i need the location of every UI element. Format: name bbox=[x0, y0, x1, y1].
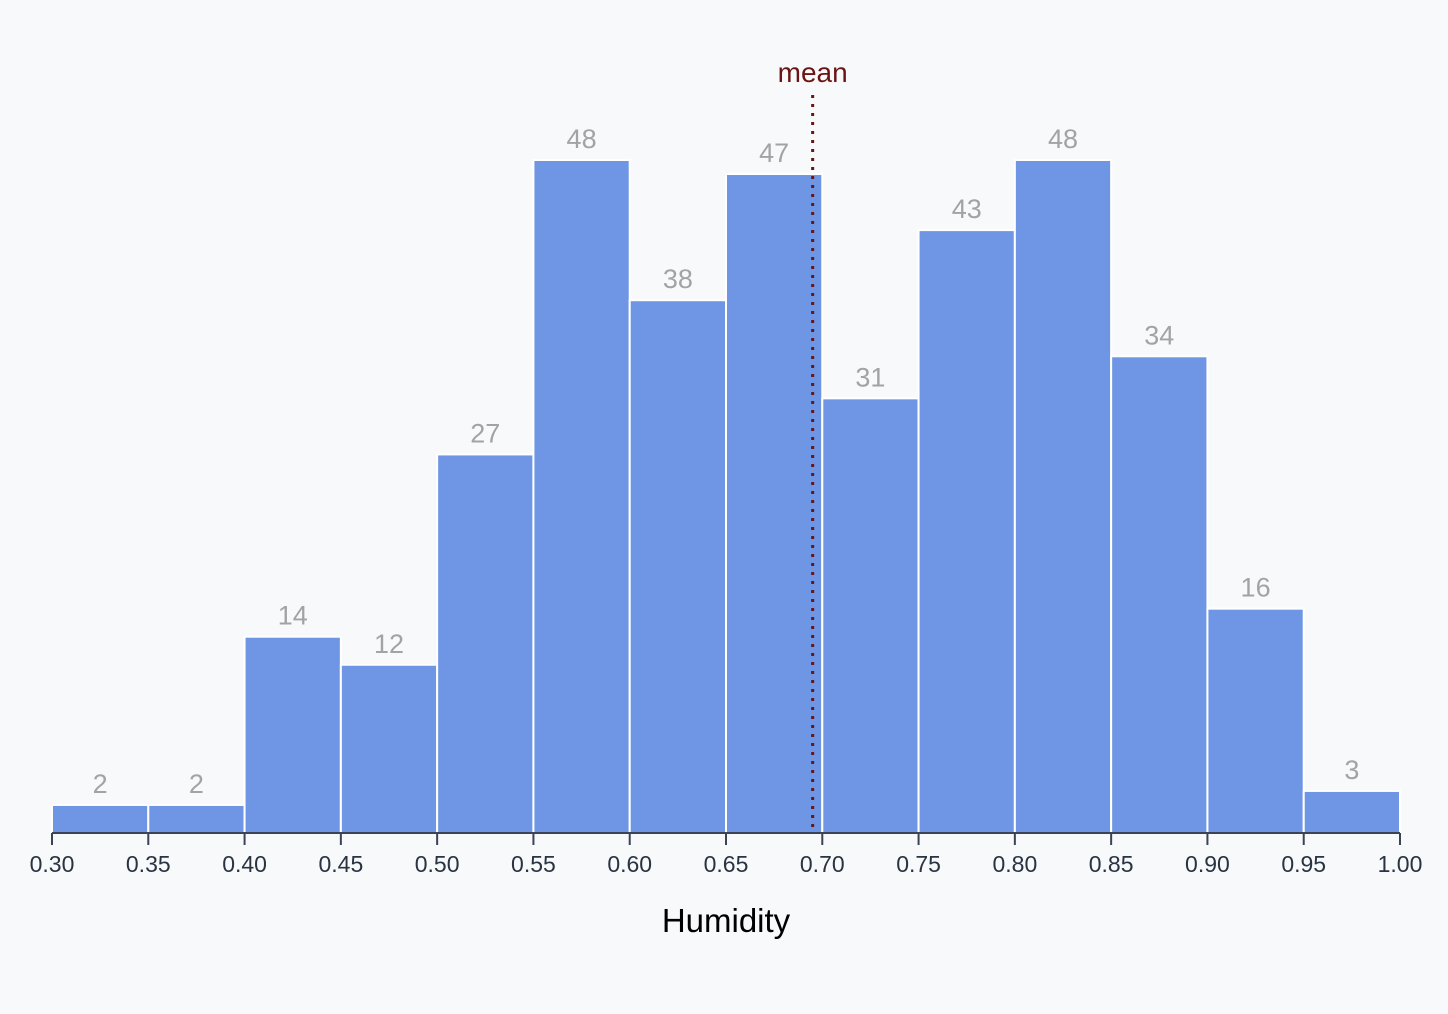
bar-value-label: 31 bbox=[855, 362, 885, 392]
bar-value-label: 43 bbox=[952, 194, 982, 224]
bars-layer: 2 2 14 12 27 48 38 47 31 43 48 34 16 3 bbox=[51, 124, 1401, 835]
bar-value-label: 2 bbox=[189, 769, 204, 799]
x-tick-label: 0.95 bbox=[1281, 851, 1326, 877]
bar-value-label: 47 bbox=[759, 138, 789, 168]
histogram-bar bbox=[1302, 789, 1401, 834]
x-tick-label: 0.75 bbox=[896, 851, 941, 877]
bar-value-label: 16 bbox=[1241, 573, 1271, 603]
mean-layer: mean bbox=[778, 57, 848, 833]
mean-label: mean bbox=[778, 57, 848, 88]
x-tick-label: 0.55 bbox=[511, 851, 556, 877]
histogram-bar bbox=[821, 397, 920, 834]
x-tick-label: 1.00 bbox=[1378, 851, 1423, 877]
bar-value-label: 2 bbox=[93, 769, 108, 799]
x-tick-label: 0.35 bbox=[126, 851, 171, 877]
histogram-bar bbox=[243, 635, 342, 834]
histogram-bar bbox=[1206, 607, 1305, 835]
x-tick-label: 0.45 bbox=[318, 851, 363, 877]
x-tick-label: 0.50 bbox=[415, 851, 460, 877]
x-tick-label: 0.90 bbox=[1185, 851, 1230, 877]
x-axis-title: Humidity bbox=[662, 902, 791, 939]
bar-value-label: 38 bbox=[663, 264, 693, 294]
histogram-bar bbox=[51, 803, 150, 834]
x-tick-label: 0.70 bbox=[800, 851, 845, 877]
histogram-bar bbox=[1013, 159, 1113, 834]
bar-value-label: 48 bbox=[1048, 124, 1078, 154]
x-tick-label: 0.65 bbox=[704, 851, 749, 877]
histogram-bar bbox=[436, 453, 535, 834]
bar-value-label: 48 bbox=[567, 124, 597, 154]
bar-value-label: 12 bbox=[374, 629, 404, 659]
histogram-bar bbox=[147, 803, 246, 834]
bar-value-label: 3 bbox=[1344, 755, 1359, 785]
histogram-bar bbox=[339, 663, 439, 834]
x-tick-label: 0.60 bbox=[607, 851, 652, 877]
bar-value-label: 27 bbox=[470, 418, 500, 448]
histogram-bar bbox=[532, 159, 631, 834]
x-tick-label: 0.85 bbox=[1089, 851, 1134, 877]
histogram-bar bbox=[1110, 355, 1209, 834]
x-tick-label: 0.40 bbox=[222, 851, 267, 877]
x-tick-label: 0.80 bbox=[992, 851, 1037, 877]
x-tick-label: 0.30 bbox=[30, 851, 75, 877]
bar-value-label: 34 bbox=[1144, 320, 1174, 350]
bar-value-label: 14 bbox=[278, 601, 308, 631]
x-axis: 0.30 0.35 0.40 0.45 0.50 0.55 0.60 0.65 0.70 0.75… bbox=[30, 832, 1423, 877]
histogram-bar bbox=[725, 173, 824, 835]
histogram-bar bbox=[628, 299, 728, 835]
histogram-bar bbox=[917, 229, 1016, 834]
